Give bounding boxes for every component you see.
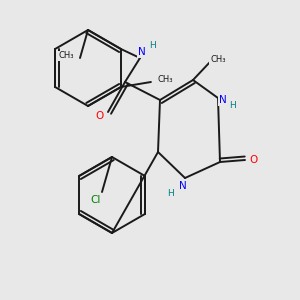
Text: CH₃: CH₃ [210,56,226,64]
Text: H: H [168,188,174,197]
Text: CH₃: CH₃ [157,76,173,85]
Text: Cl: Cl [91,195,101,205]
Text: N: N [138,47,146,57]
Text: O: O [96,111,104,121]
Text: N: N [219,95,227,105]
Text: CH₃: CH₃ [58,52,74,61]
Text: O: O [249,155,257,165]
Text: H: H [230,101,236,110]
Text: H: H [150,41,156,50]
Text: N: N [179,181,187,191]
